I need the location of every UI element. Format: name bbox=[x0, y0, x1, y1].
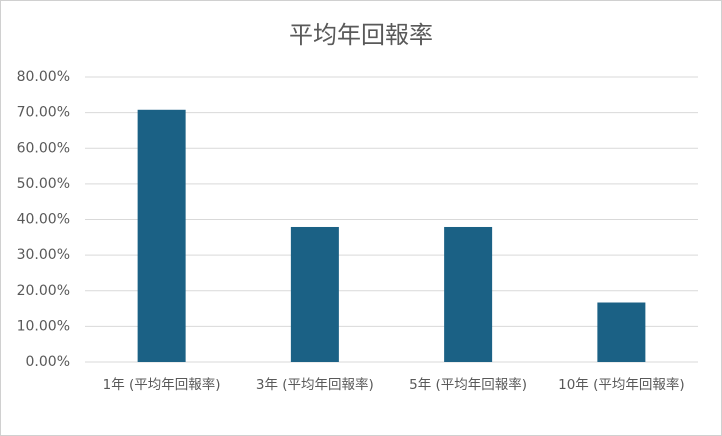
x-tick-label: 10年 (平均年回報率) bbox=[558, 377, 685, 393]
chart-title: 平均年回報率 bbox=[289, 21, 433, 49]
y-tick-label: 60.00% bbox=[17, 140, 70, 156]
y-tick-label: 30.00% bbox=[17, 247, 70, 263]
y-tick-label: 20.00% bbox=[17, 283, 70, 299]
y-tick-label: 70.00% bbox=[17, 105, 70, 121]
x-tick-label: 5年 (平均年回報率) bbox=[409, 377, 528, 393]
y-tick-label: 0.00% bbox=[26, 354, 70, 370]
y-tick-label: 10.00% bbox=[17, 318, 70, 334]
bar bbox=[444, 226, 493, 362]
y-tick-label: 40.00% bbox=[17, 212, 70, 228]
bar bbox=[137, 109, 186, 363]
y-tick-label: 50.00% bbox=[17, 176, 70, 192]
bar bbox=[290, 226, 339, 362]
bar bbox=[597, 302, 646, 362]
y-tick-label: 80.00% bbox=[17, 69, 70, 85]
x-tick-label: 3年 (平均年回報率) bbox=[255, 377, 374, 393]
x-tick-label: 1年 (平均年回報率) bbox=[102, 377, 221, 393]
